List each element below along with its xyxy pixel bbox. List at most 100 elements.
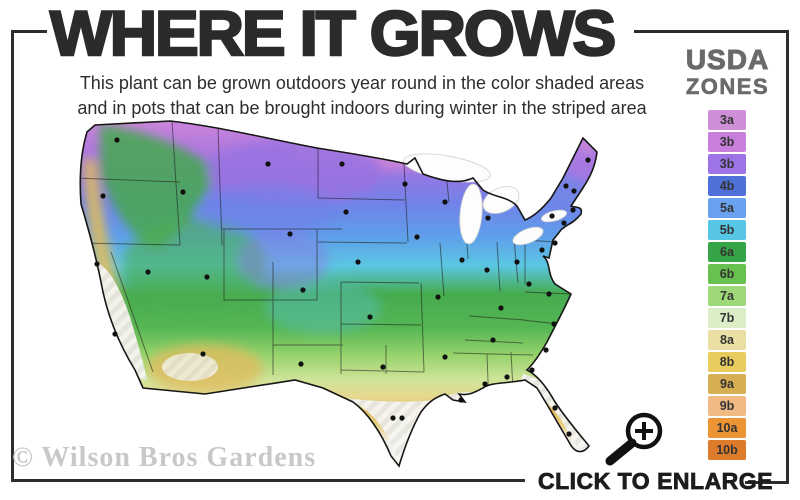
city-dot [514, 259, 520, 265]
city-dot [442, 199, 448, 205]
zone-swatch-10b: 10b [708, 440, 746, 460]
click-to-enlarge-button[interactable]: CLICK TO ENLARGE [538, 468, 774, 495]
city-dot [265, 161, 271, 167]
city-dot [543, 347, 549, 353]
zone-label: 7b [719, 311, 735, 325]
city-dot [561, 220, 567, 226]
frame-left [11, 30, 14, 482]
zone-swatch-5a: 5a [708, 198, 746, 218]
city-dot [485, 215, 491, 221]
city-dot [563, 183, 569, 189]
city-dot [112, 331, 118, 337]
zone-swatch-8b: 8b [708, 352, 746, 372]
zone-label: 3b [719, 135, 735, 149]
zone-swatch-4b: 4b [708, 176, 746, 196]
city-dot [287, 231, 293, 237]
city-dot [100, 193, 106, 199]
zone-label: 3a [720, 113, 734, 127]
city-dot [414, 234, 420, 240]
city-dot [498, 305, 504, 311]
zone-label: 8b [719, 355, 735, 369]
frame-bottom [11, 479, 525, 482]
zone-label: 6a [720, 245, 734, 259]
zone-swatch-5b: 5b [708, 220, 746, 240]
frame-top-left [11, 30, 47, 33]
city-dot [551, 321, 557, 327]
zone-swatch-3a: 3a [708, 110, 746, 130]
city-dot [442, 354, 448, 360]
legend-title-usda: USDA [685, 44, 770, 76]
city-dot [204, 274, 210, 280]
frame-bottom-right [745, 481, 789, 484]
city-dot [339, 161, 345, 167]
page-title: WHERE IT GROWS [49, 0, 618, 69]
city-dot [200, 351, 206, 357]
city-dot [114, 137, 120, 143]
zone-label: 5a [720, 201, 734, 215]
usda-hardiness-map[interactable] [55, 112, 695, 472]
city-dot [94, 261, 100, 267]
city-dot [566, 431, 572, 437]
zone-swatch-3b: 3b [708, 154, 746, 174]
city-dot [145, 269, 151, 275]
zone-label: 6b [719, 267, 735, 281]
zone-label: 9a [720, 377, 734, 391]
zone-swatch-9b: 9b [708, 396, 746, 416]
state-borders [80, 121, 572, 410]
city-dots [94, 137, 591, 437]
city-dot [180, 189, 186, 195]
subtitle: This plant can be grown outdoors year ro… [62, 71, 662, 121]
city-dot [552, 240, 558, 246]
watermark: © Wilson Bros Gardens [12, 442, 317, 473]
city-dot [484, 267, 490, 273]
great-lakes [403, 153, 568, 246]
zone-label: 9b [719, 399, 735, 413]
city-dot [343, 209, 349, 215]
zone-label: 8a [720, 333, 734, 347]
city-dot [490, 337, 496, 343]
zone-swatch-6a: 6a [708, 242, 746, 262]
city-dot [300, 287, 306, 293]
city-dot [504, 374, 510, 380]
subtitle-line-2: and in pots that can be brought indoors … [77, 97, 647, 118]
city-dot [402, 181, 408, 187]
city-dot [399, 415, 405, 421]
city-dot [355, 259, 361, 265]
city-dot [529, 367, 535, 373]
zone-label: 4b [719, 179, 735, 193]
city-dot [435, 294, 441, 300]
legend-title-zones: ZONES [685, 74, 770, 100]
zone-swatch-8a: 8a [708, 330, 746, 350]
city-dot [571, 188, 577, 194]
zone-label: 7a [720, 289, 734, 303]
subtitle-line-1: This plant can be grown outdoors year ro… [79, 73, 645, 93]
city-dot [459, 257, 465, 263]
zone-swatch-7a: 7a [708, 286, 746, 306]
city-dot [482, 381, 488, 387]
zone-swatch-7b: 7b [708, 308, 746, 328]
usda-zones-legend: 3a 3b 3b 4b 5a 5b 6a 6b 7a 7b 8a 8b 9a 9b 10a 10b [708, 110, 746, 462]
usda-map-svg[interactable] [55, 112, 695, 472]
magnifier-plus-icon[interactable] [596, 406, 668, 468]
city-dot [585, 157, 591, 163]
city-dot [552, 405, 558, 411]
zone-swatch-10a: 10a [708, 418, 746, 438]
frame-right [786, 30, 789, 484]
city-dot [570, 207, 576, 213]
city-dot [458, 397, 464, 403]
zone-label: 5b [719, 223, 735, 237]
legend-title: USDA ZONES [675, 44, 780, 100]
zone-label: 10a [716, 421, 738, 435]
city-dot [380, 364, 386, 370]
city-dot [549, 213, 555, 219]
city-dot [298, 361, 304, 367]
zone-swatch-9a: 9a [708, 374, 746, 394]
city-dot [390, 415, 396, 421]
city-dot [526, 281, 532, 287]
us-map-outline [79, 120, 598, 468]
zone-label: 3b [719, 157, 735, 171]
city-dot [546, 291, 552, 297]
zone-swatch-3b: 3b [708, 132, 746, 152]
zone-label: 10b [716, 443, 738, 457]
